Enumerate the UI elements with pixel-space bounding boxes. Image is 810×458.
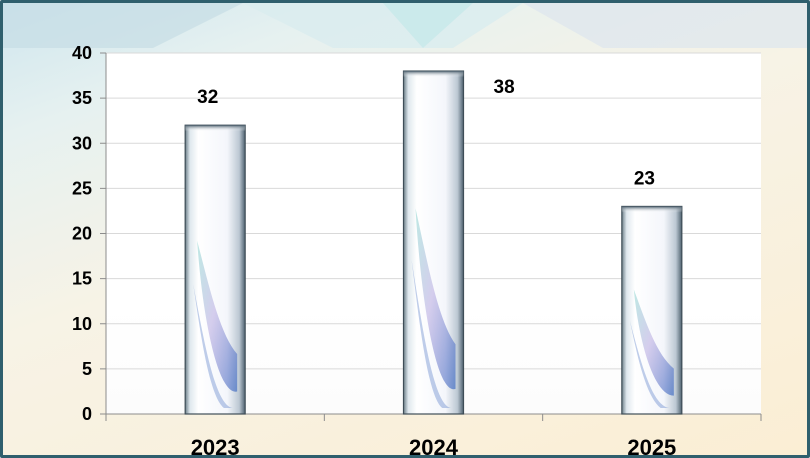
y-tick-label: 5 — [82, 359, 92, 379]
bar-swirl — [633, 289, 674, 396]
bar-swirl-shade — [411, 259, 452, 408]
data-label-2025: 23 — [634, 168, 655, 189]
x-tick-label-2025: 2025 — [627, 435, 676, 458]
bar-swirl-shade — [629, 320, 670, 408]
background-decoration — [3, 3, 807, 48]
data-labels: 32 38 23 — [197, 77, 655, 189]
data-label-2023: 32 — [197, 87, 218, 108]
bar-swirl — [415, 208, 456, 390]
y-tick-label: 40 — [72, 43, 92, 63]
x-tick-labels: 2023 2024 2025 — [191, 435, 677, 458]
y-tick-label: 15 — [72, 269, 92, 289]
bar-2025 — [621, 205, 683, 415]
y-tick-label: 25 — [72, 178, 92, 198]
x-tick-label-2024: 2024 — [409, 435, 459, 458]
y-tick-label: 0 — [82, 404, 92, 424]
data-label-2024: 38 — [494, 77, 515, 98]
bar-2024 — [402, 70, 465, 415]
bar-top-bevel — [403, 71, 464, 78]
bars — [184, 70, 683, 415]
y-tick-label: 35 — [72, 88, 92, 108]
bar-top-bevel — [185, 125, 246, 132]
y-tick-label: 10 — [72, 314, 92, 334]
bar-2023 — [184, 124, 246, 415]
bar-top-bevel — [621, 206, 682, 213]
bar-swirl — [197, 240, 238, 392]
bar-swirl-shade — [193, 284, 233, 408]
y-tick-label: 30 — [72, 133, 92, 153]
x-tick-label-2023: 2023 — [191, 435, 240, 458]
y-tick-label: 20 — [72, 224, 92, 244]
y-tick-labels: 0 5 10 15 20 25 30 35 40 — [72, 43, 92, 424]
